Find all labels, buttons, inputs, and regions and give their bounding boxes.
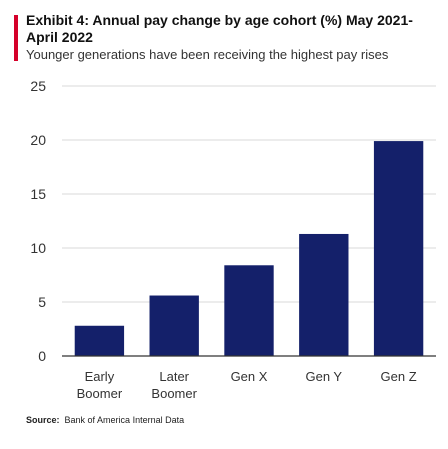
x-tick-label: Gen Z — [381, 369, 417, 384]
bar — [373, 141, 424, 356]
source-label: Source: — [26, 415, 60, 425]
x-tick-label: Boomer — [151, 386, 197, 401]
x-tick-label: Gen Y — [305, 369, 342, 384]
bar — [74, 325, 125, 356]
source-note: Source: Bank of America Internal Data — [26, 415, 184, 425]
x-tick-label: Gen X — [231, 369, 268, 384]
x-tick-label: Later — [159, 369, 189, 384]
source-text: Bank of America Internal Data — [64, 415, 185, 425]
x-tick-label: Boomer — [77, 386, 123, 401]
y-tick-label: 0 — [38, 348, 46, 364]
bar — [149, 295, 199, 356]
title-accent-bar — [14, 15, 18, 61]
bar — [224, 265, 274, 356]
y-tick-label: 10 — [30, 240, 46, 256]
chart-subtitle: Younger generations have been receiving … — [26, 47, 389, 62]
y-tick-label: 25 — [30, 78, 46, 94]
y-tick-label: 20 — [30, 132, 46, 148]
y-tick-label: 5 — [38, 294, 46, 310]
chart-title: Exhibit 4: Annual pay change by age coho… — [26, 12, 413, 45]
y-tick-label: 15 — [30, 186, 46, 202]
bar — [299, 233, 349, 356]
x-tick-label: Early — [85, 369, 115, 384]
